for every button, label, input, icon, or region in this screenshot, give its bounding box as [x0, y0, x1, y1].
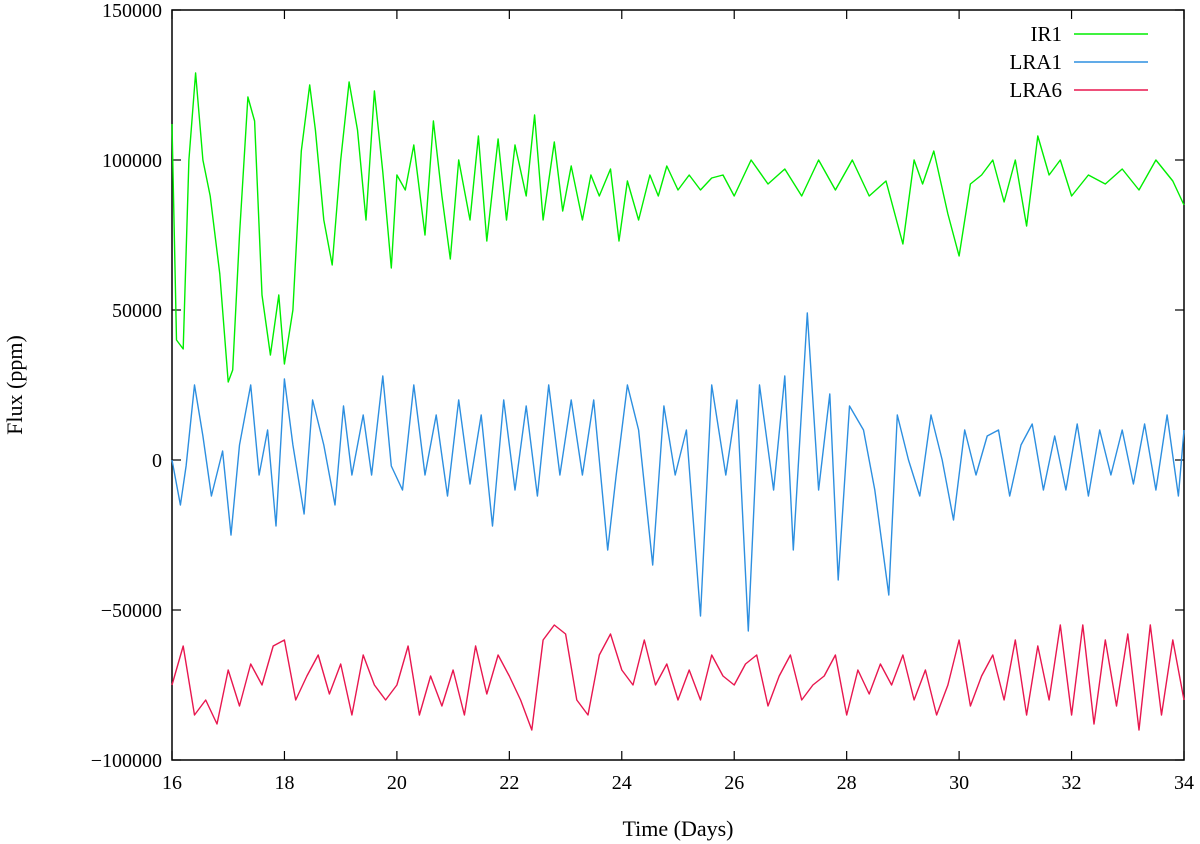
series-line-lra1 [171, 312, 1185, 632]
y-tick-label: 100000 [102, 150, 162, 172]
series-group [171, 72, 1185, 731]
series-line-lra6 [171, 624, 1185, 731]
x-tick-label: 18 [274, 772, 294, 794]
x-axis-label: Time (Days) [622, 816, 733, 841]
legend-label-lra6: LRA6 [1010, 78, 1063, 102]
axis-ticks [171, 9, 1185, 761]
y-axis-label: Flux (ppm) [2, 335, 27, 435]
y-tick-label: 50000 [112, 300, 162, 322]
axis-tick-labels: 16 18 20 22 24 26 28 30 32 34 −100000 −50000 0 50000 1… [91, 0, 1194, 794]
x-tick-label: 16 [162, 772, 182, 794]
x-tick-label: 22 [499, 772, 519, 794]
x-tick-label: 30 [949, 772, 969, 794]
series-line-ir1 [171, 72, 1185, 383]
x-tick-label: 28 [837, 772, 857, 794]
legend-label-ir1: IR1 [1031, 22, 1063, 46]
x-tick-label: 34 [1174, 772, 1194, 794]
y-tick-label: −50000 [101, 600, 162, 622]
y-tick-label: −100000 [91, 750, 162, 772]
y-tick-label: 0 [152, 450, 162, 472]
y-tick-label: 150000 [102, 0, 162, 22]
x-tick-label: 26 [724, 772, 744, 794]
legend-label-lra1: LRA1 [1010, 50, 1063, 74]
x-tick-label: 24 [612, 772, 632, 794]
x-tick-label: 32 [1062, 772, 1082, 794]
legend: IR1 LRA1 LRA6 [1010, 22, 1148, 102]
x-tick-label: 20 [387, 772, 407, 794]
plot-frame [171, 9, 1185, 761]
